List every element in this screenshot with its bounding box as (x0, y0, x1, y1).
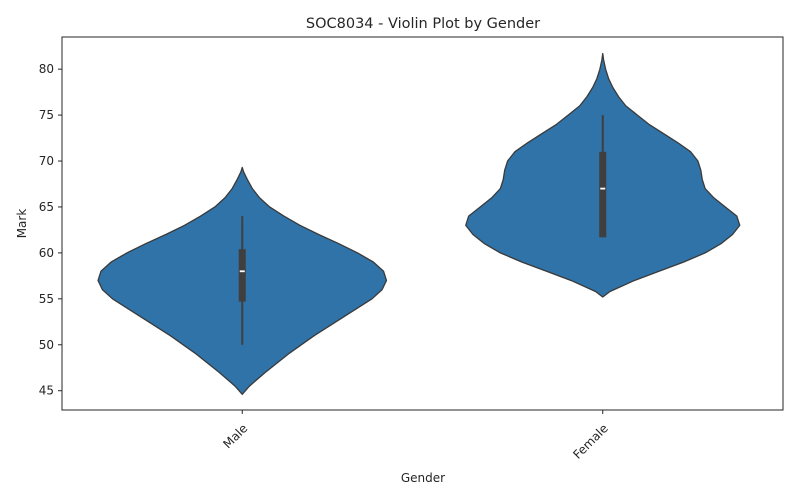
chart-title: SOC8034 - Violin Plot by Gender (306, 16, 540, 32)
x-axis: Male Female (220, 410, 611, 462)
violin-iqr-box (599, 151, 607, 238)
y-tick-label: 45 (39, 384, 54, 398)
y-tick-label: 65 (39, 200, 54, 214)
y-tick-label: 75 (39, 108, 54, 122)
y-tick-label: 50 (39, 338, 54, 352)
violin-iqr-box (238, 249, 246, 302)
violins-layer (97, 52, 741, 396)
plot-frame (61, 36, 784, 411)
x-tick-label: Male (220, 421, 250, 451)
y-tick-label: 55 (39, 292, 54, 306)
y-tick-label: 70 (39, 154, 54, 168)
y-tick-label: 80 (39, 62, 54, 76)
y-axis: 45 50 55 60 65 70 75 80 (39, 62, 62, 398)
y-tick-label: 60 (39, 246, 54, 260)
x-axis-title: Gender (401, 471, 445, 485)
x-tick-label: Female (570, 421, 611, 462)
y-axis-title: Mark (15, 209, 29, 239)
